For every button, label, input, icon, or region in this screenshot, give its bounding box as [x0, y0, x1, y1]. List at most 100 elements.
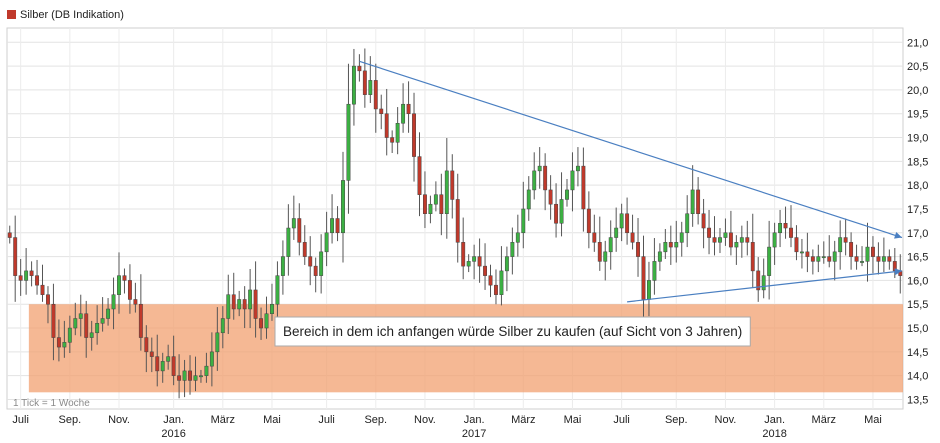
y-tick-label: 18,0 — [907, 180, 928, 192]
candle-body — [111, 294, 116, 310]
candle-body — [133, 299, 138, 305]
candle-body — [395, 123, 400, 143]
candle-body — [204, 365, 209, 376]
y-tick-label: 20,0 — [907, 85, 928, 97]
candle-body — [324, 232, 329, 253]
candle-body — [368, 80, 373, 95]
candle-body — [636, 242, 640, 257]
candle-body — [24, 270, 29, 281]
candle-body — [89, 332, 94, 338]
x-tick-label: Jan. — [464, 414, 485, 426]
candle-body — [619, 213, 624, 229]
candle-body — [783, 223, 788, 229]
candle-body — [160, 361, 165, 372]
candle-body — [450, 170, 455, 200]
candle-body — [750, 242, 755, 272]
year-label: 2018 — [762, 428, 786, 440]
candle-body — [494, 284, 498, 295]
candle-body — [526, 189, 531, 210]
y-tick-label: 19,5 — [907, 109, 928, 121]
candle-body — [138, 303, 143, 338]
candle-body — [657, 251, 662, 262]
candle-body — [319, 251, 324, 276]
candle-body — [313, 265, 318, 276]
candle-body — [117, 275, 121, 295]
candle-body — [799, 251, 804, 254]
candle-body — [887, 256, 892, 262]
candle-body — [417, 156, 422, 195]
candle-body — [871, 246, 875, 257]
candle-body — [701, 213, 706, 229]
legend-swatch — [7, 10, 16, 19]
annotation-box: Bereich in dem ich anfangen würde Silber… — [274, 316, 751, 347]
candle-body — [504, 256, 509, 272]
candle-body — [73, 318, 78, 329]
x-tick-label: März — [211, 414, 235, 426]
candle-body — [280, 256, 285, 276]
y-tick-label: 15,0 — [907, 323, 928, 335]
candle-body — [67, 327, 72, 343]
candle-body — [483, 265, 487, 276]
tick-note: 1 Tick = 1 Woche — [13, 398, 90, 409]
candle-body — [62, 342, 67, 348]
x-tick-label: Nov. — [108, 414, 130, 426]
candle-body — [745, 237, 750, 243]
candle-body — [570, 170, 575, 191]
candle-body — [860, 261, 864, 263]
candle-body — [171, 356, 176, 376]
candle-body — [220, 318, 225, 334]
candle-body — [614, 227, 619, 238]
candle-body — [149, 351, 154, 357]
candle-body — [663, 242, 668, 253]
x-tick-label: Mai — [564, 414, 582, 426]
candle-body — [439, 194, 444, 214]
candle-body — [95, 323, 100, 334]
x-tick-label: Juli — [613, 414, 630, 426]
candle-body — [346, 103, 351, 181]
x-tick-label: Sep. — [59, 414, 82, 426]
candle-body — [351, 65, 356, 105]
candle-body — [690, 189, 695, 214]
y-tick-label: 20,5 — [907, 61, 928, 73]
trend-lines — [359, 60, 903, 303]
candle-body — [253, 289, 258, 319]
candle-body — [51, 303, 56, 338]
candle-body — [510, 242, 515, 257]
candle-body — [876, 256, 881, 262]
y-tick-label: 16,0 — [907, 275, 928, 287]
candle-body — [821, 256, 826, 259]
y-tick-label: 14,0 — [907, 371, 928, 383]
y-axis: 13,5 14,0 14,5 15,0 15,5 16,0 16,5 17,0 17,5 18,0… — [907, 37, 928, 406]
candle-body — [423, 194, 427, 214]
candle-body — [84, 313, 89, 338]
y-tick-label: 21,0 — [907, 37, 928, 49]
candle-body — [275, 275, 280, 305]
candle-body — [362, 70, 367, 95]
x-tick-label: Sep. — [665, 414, 688, 426]
candle-body — [515, 232, 520, 243]
candle-body — [625, 213, 630, 234]
candle-body — [794, 237, 799, 253]
candle-body — [122, 275, 127, 281]
candle-body — [35, 275, 39, 286]
candle-body — [581, 165, 586, 210]
candle-body — [767, 246, 772, 276]
candle-body — [373, 80, 378, 110]
candle-body — [718, 237, 722, 243]
candle-body — [199, 375, 203, 378]
candle-body — [100, 318, 105, 324]
candle-body — [18, 275, 23, 281]
candle-body — [302, 242, 307, 257]
candle-body — [215, 332, 220, 353]
candle-body — [78, 313, 83, 319]
y-tick-label: 13,5 — [907, 394, 928, 406]
candle-body — [270, 303, 274, 315]
candle-body — [308, 256, 313, 267]
candle-body — [603, 251, 608, 262]
candle-body — [565, 189, 569, 200]
candle-body — [406, 103, 411, 114]
year-label: 2017 — [462, 428, 486, 440]
candle-body — [242, 299, 247, 310]
candle-body — [472, 256, 477, 262]
x-tick-label: Nov. — [414, 414, 436, 426]
